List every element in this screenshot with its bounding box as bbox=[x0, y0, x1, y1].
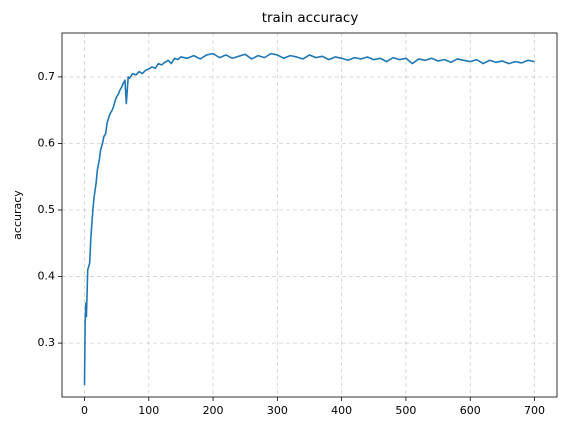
x-tick-label: 500 bbox=[395, 404, 416, 417]
x-tick-label: 400 bbox=[331, 404, 352, 417]
y-tick-label: 0.4 bbox=[38, 270, 56, 283]
x-tick-label: 700 bbox=[524, 404, 545, 417]
y-tick-label: 0.7 bbox=[38, 70, 56, 83]
y-axis-label: accuracy bbox=[11, 190, 24, 240]
y-tick-label: 0.3 bbox=[38, 336, 56, 349]
x-tick-label: 600 bbox=[460, 404, 481, 417]
x-tick-label: 300 bbox=[267, 404, 288, 417]
plot-frame bbox=[61, 32, 558, 398]
line bbox=[83, 52, 535, 386]
x-tick-label: 200 bbox=[203, 404, 224, 417]
x-tick-label: 0 bbox=[81, 404, 88, 417]
y-tick-label: 0.6 bbox=[38, 136, 56, 149]
x-tick-label: 100 bbox=[138, 404, 159, 417]
y-tick-label: 0.5 bbox=[38, 203, 56, 216]
chart-title: train accuracy bbox=[262, 10, 359, 26]
